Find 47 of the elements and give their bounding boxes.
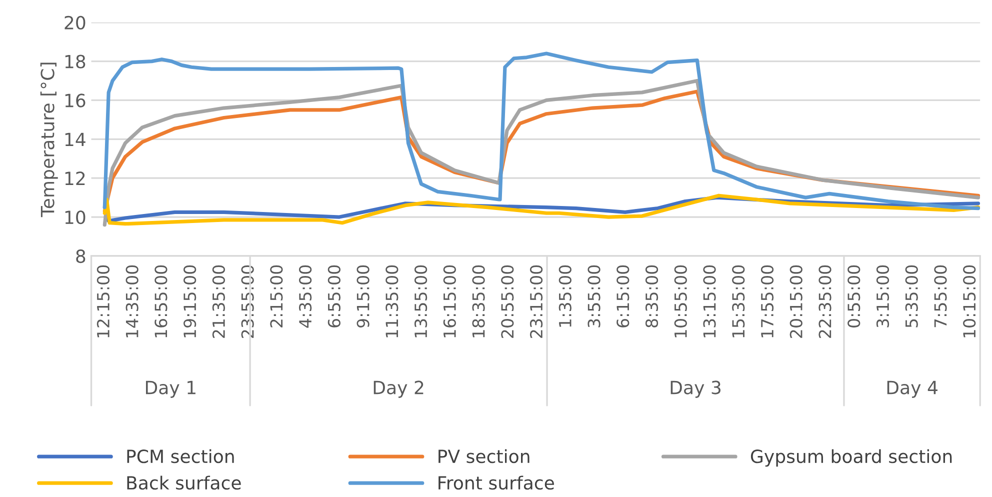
x-tick-label: 1:35:00 <box>558 265 572 327</box>
x-tick-label: 8:35:00 <box>645 265 658 328</box>
x-tick-label: 6:55:00 <box>328 265 340 328</box>
legend-label: Back surface <box>127 476 241 490</box>
y-tick-label: 14 <box>65 132 86 146</box>
x-tick-label: 20:55:00 <box>501 265 514 338</box>
y-tick-label: 20 <box>64 16 86 30</box>
x-tick-label: 12:15:00 <box>96 265 110 338</box>
y-tick-label: 10 <box>65 210 86 224</box>
x-tick-label: 18:35:00 <box>472 265 485 338</box>
x-tick-label: 13:55:00 <box>414 265 428 338</box>
x-tick-label: 14:35:00 <box>126 265 138 338</box>
x-tick-label: 0:55:00 <box>848 265 860 328</box>
x-tick-label: 19:15:00 <box>184 265 196 338</box>
x-tick-label: 22:35:00 <box>818 265 832 338</box>
legend-label: Front surface <box>438 476 554 490</box>
x-tick-label: 2:15:00 <box>270 265 283 328</box>
y-tick-label: 16 <box>65 94 86 108</box>
x-tick-label: 10:15:00 <box>963 265 976 338</box>
legend-label: PV section <box>438 449 530 464</box>
x-tick-label: 3:55:00 <box>588 265 600 328</box>
x-tick-label: 20:15:00 <box>790 265 802 338</box>
x-tick-label: 16:55:00 <box>154 265 168 338</box>
x-tick-label: 11:35:00 <box>386 265 398 338</box>
x-tick-label: 16:15:00 <box>443 265 456 338</box>
x-tick-label: 9:15:00 <box>356 265 370 328</box>
y-axis-title: Temperature [°C] <box>40 62 58 218</box>
x-tick-label: 23:15:00 <box>530 265 543 338</box>
x-tick-label: 17:55:00 <box>760 265 774 338</box>
legend-label: PCM section <box>127 449 234 464</box>
x-tick-label: 21:35:00 <box>212 265 225 338</box>
text: Day 1 <box>146 380 196 398</box>
legend-label: Gypsum board section <box>750 449 952 467</box>
x-tick-label: 15:35:00 <box>732 265 745 338</box>
y-tick-label: 12 <box>65 172 85 185</box>
x-tick-label: 4:35:00 <box>299 265 312 328</box>
x-tick-label: 5:35:00 <box>905 265 918 328</box>
text: Day 3 <box>670 380 720 398</box>
text: Day 2 <box>374 380 424 398</box>
y-tick-label: 8 <box>76 249 86 264</box>
text: Day 4 <box>887 380 938 398</box>
x-tick-label: 6:15:00 <box>616 265 630 328</box>
x-tick-label: 7:55:00 <box>934 265 947 328</box>
x-tick-label: 3:15:00 <box>876 265 890 328</box>
y-tick-label: 18 <box>65 54 86 68</box>
x-tick-label: 10:55:00 <box>674 265 687 338</box>
x-tick-label: 13:15:00 <box>703 265 716 338</box>
